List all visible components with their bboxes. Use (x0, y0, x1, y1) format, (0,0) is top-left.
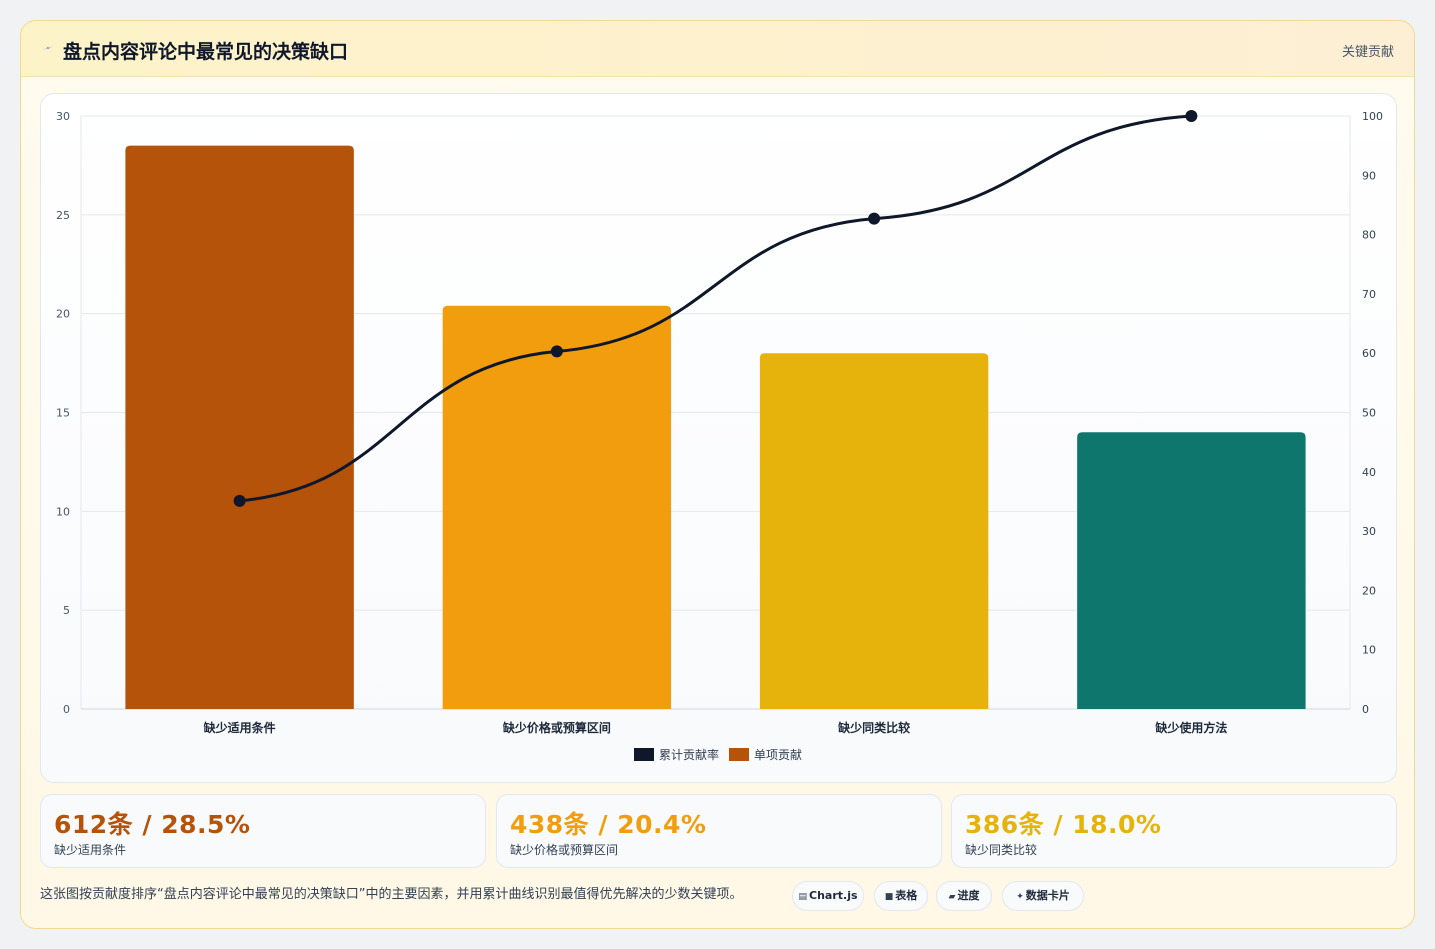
tag-label: Chart.js (809, 889, 858, 902)
bar (1077, 432, 1306, 709)
y2-tick-label: 70 (1362, 288, 1376, 301)
pareto-chart: 0 5 10 15 20 25 30 0 10 20 30 40 50 60 70 80 90 100 缺少适用条件… (56, 110, 1383, 762)
legend-label: 单项贡献 (754, 747, 802, 762)
tag-table[interactable]: ■ 表格 (874, 881, 928, 911)
y2-tick-label: 50 (1362, 407, 1376, 420)
tag-label: 表格 (895, 889, 918, 902)
kpi-card-2: 438条 / 20.4% 缺少价格或预算区间 (496, 794, 942, 868)
y2-tick-label: 80 (1362, 229, 1376, 242)
bar (442, 305, 672, 709)
y2-tick-label: 30 (1362, 525, 1376, 538)
x-tick-label: 缺少适用条件 (204, 720, 276, 735)
line-point (550, 345, 563, 358)
x-tick-label: 缺少使用方法 (1155, 720, 1227, 735)
kpi-label: 缺少价格或预算区间 (510, 843, 619, 857)
card-header: 盘点内容评论中最常见的决策缺口 关键贡献 (21, 21, 1414, 77)
y-tick-label: 30 (56, 110, 70, 123)
kpi-value: 386条 / 18.0% (965, 810, 1162, 839)
lightning-icon (41, 41, 55, 55)
tag-data-card[interactable]: ✦ 数据卡片 (1002, 881, 1084, 911)
cumulative-line (239, 114, 1192, 503)
header-badge: 关键贡献 (1341, 45, 1394, 60)
x-tick-label: 缺少同类比较 (838, 720, 910, 735)
y2-tick-label: 10 (1362, 644, 1376, 657)
legend-swatch (729, 748, 749, 761)
y-tick-label: 0 (63, 703, 70, 716)
table-icon: ■ (884, 892, 894, 902)
line-point (1185, 110, 1198, 122)
kpi-value: 438条 / 20.4% (510, 810, 707, 839)
kpi-label: 缺少同类比较 (965, 843, 1038, 857)
kpi-label: 缺少适用条件 (54, 843, 127, 857)
y2-tick-label: 60 (1362, 347, 1376, 360)
kpi-card-1: 612条 / 28.5% 缺少适用条件 (40, 794, 486, 868)
bar (125, 145, 354, 709)
tag-label: 数据卡片 (1025, 889, 1070, 902)
y2-tick-label: 90 (1362, 169, 1376, 182)
bar (759, 353, 989, 709)
x-tick-label: 缺少价格或预算区间 (503, 720, 611, 735)
line-point (868, 212, 881, 225)
legend-swatch (634, 748, 654, 761)
chart-icon: ▤ (798, 892, 807, 902)
y-tick-label: 5 (63, 604, 70, 617)
legend-label: 累计贡献率 (659, 747, 719, 762)
y2-tick-label: 20 (1362, 584, 1376, 597)
chart-card: 盘点内容评论中最常见的决策缺口 关键贡献 0 5 10 15 20 25 30 0 10 20 30… (20, 20, 1415, 929)
kpi-card-3: 386条 / 18.0% 缺少同类比较 (951, 794, 1397, 868)
y-tick-label: 20 (56, 308, 70, 321)
page-title: 盘点内容评论中最常见的决策缺口 (63, 41, 349, 63)
y2-tick-label: 40 (1362, 466, 1376, 479)
kpi-value: 612条 / 28.5% (54, 810, 251, 839)
line-point (233, 494, 246, 507)
y-tick-label: 10 (56, 505, 70, 518)
sparkle-icon: ✦ (1016, 892, 1024, 902)
y2-tick-label: 100 (1362, 110, 1383, 123)
tag-progress[interactable]: ▰ 进度 (936, 881, 992, 911)
y-tick-label: 15 (56, 407, 70, 420)
chart-panel: 0 5 10 15 20 25 30 0 10 20 30 40 50 60 70 80 90 100 缺少适用条件… (40, 93, 1397, 783)
tag-label: 进度 (957, 889, 980, 902)
tag-chart-js[interactable]: ▤ Chart.js (792, 881, 864, 911)
y-tick-label: 25 (56, 209, 70, 222)
chart-description: 这张图按贡献度排序“盘点内容评论中最常见的决策缺口”中的主要因素，并用累计曲线识… (40, 887, 743, 902)
y2-tick-label: 0 (1362, 703, 1369, 716)
progress-icon: ▰ (948, 892, 956, 902)
